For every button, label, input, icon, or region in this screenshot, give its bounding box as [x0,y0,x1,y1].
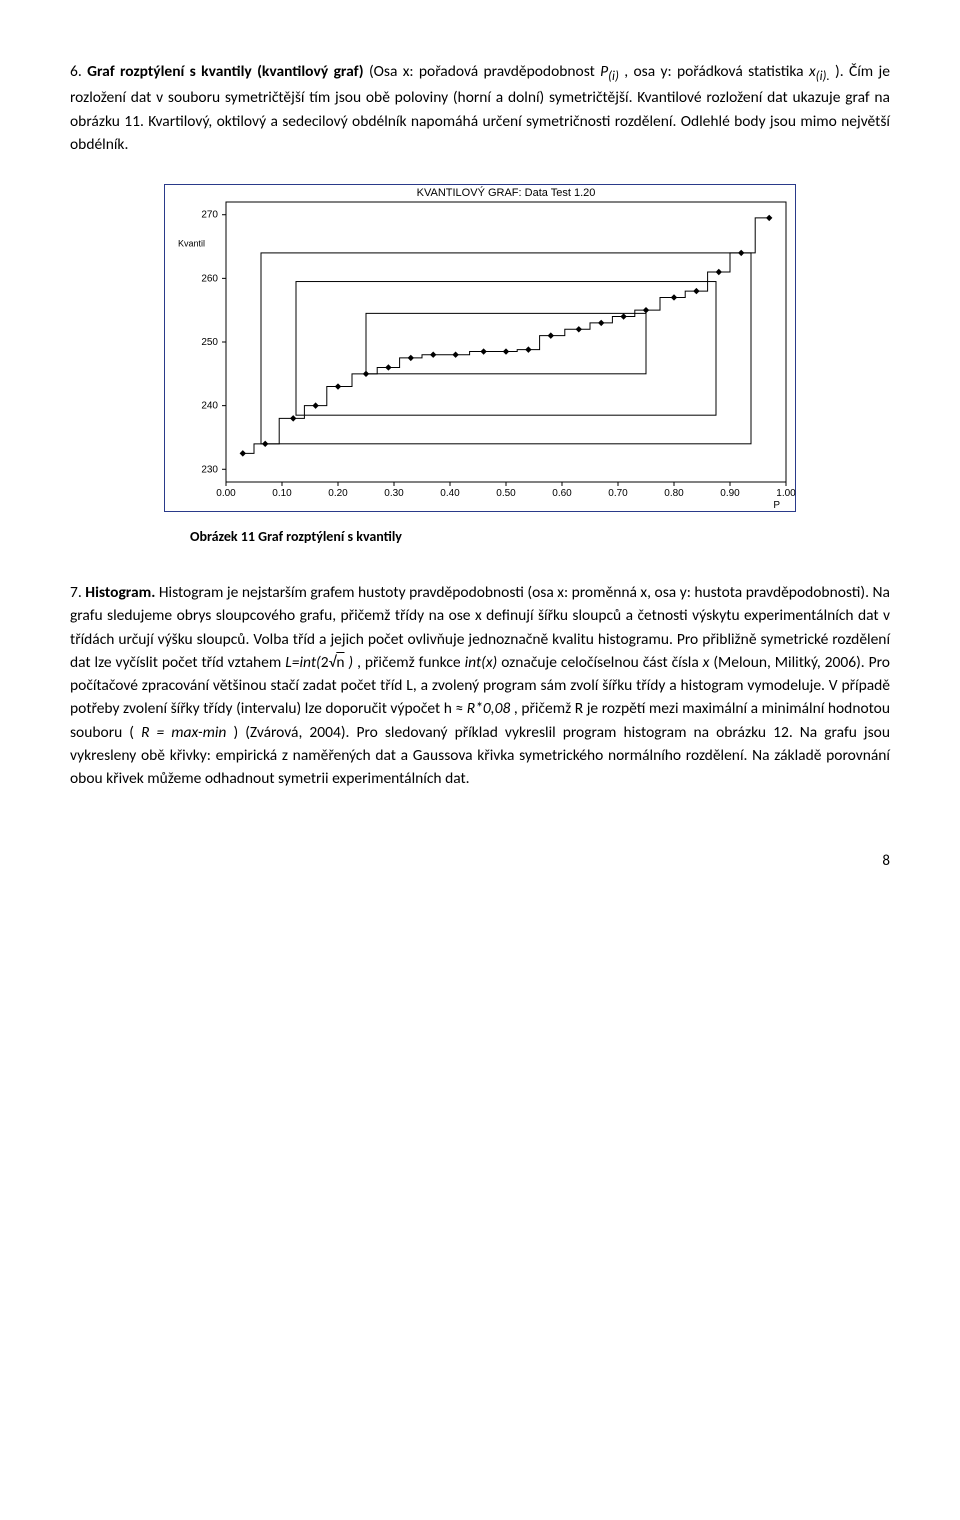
svg-text:0.20: 0.20 [328,488,348,499]
svg-text:0.00: 0.00 [216,488,236,499]
svg-text:Kvantil: Kvantil [178,239,205,249]
svg-text:250: 250 [201,337,218,348]
section-6: 6. Graf rozptýlení s kvantily (kvantilov… [70,60,890,156]
quantile-chart-svg: KVANTILOVÝ GRAF: Data Test 1.20 230 240 250… [164,184,796,512]
section-7-title: Histogram. [85,583,155,602]
sec6-t2: , osa y: pořádková statistika [624,62,809,81]
sec7-2: 2 [321,653,329,672]
page-number: 8 [70,850,890,873]
svg-text:0.50: 0.50 [496,488,516,499]
svg-text:0.90: 0.90 [720,488,740,499]
svg-text:260: 260 [201,274,218,285]
svg-text:270: 270 [201,210,218,221]
section-6-title: Graf rozptýlení s kvantily (kvantilový g… [87,62,364,81]
figure-caption: Obrázek 11 Graf rozptýlení s kvantily [190,526,890,547]
svg-text:240: 240 [201,401,218,412]
svg-text:0.70: 0.70 [608,488,628,499]
section-7-number: 7. [70,583,82,602]
sec7-L: L=int( [285,653,321,672]
sec7-intx: int(x) [465,653,498,672]
quantile-chart: KVANTILOVÝ GRAF: Data Test 1.20 230 240 250… [70,184,890,512]
sqrt-symbol: √ [329,651,337,674]
svg-text:0.80: 0.80 [664,488,684,499]
section-7: 7. Histogram. Histogram je nejstarším gr… [70,581,890,790]
sec6-t1: (Osa x: pořadová pravděpodobnost [369,62,600,81]
svg-text:0.60: 0.60 [552,488,572,499]
sec7-b3: označuje celočíselnou část čísla [501,653,702,672]
sec6-Psub: (i) [608,69,619,84]
sec7-b2: , přičemž funkce [357,653,465,672]
section-6-number: 6. [70,62,82,81]
svg-text:1.00: 1.00 [776,488,796,499]
sec7-close: ) [344,653,353,672]
svg-text:0.30: 0.30 [384,488,404,499]
sec6-x: x [809,62,816,81]
svg-text:230: 230 [201,464,218,475]
sec7-rmm: R = max-min [141,723,226,742]
svg-text:0.40: 0.40 [440,488,460,499]
svg-text:P: P [773,500,780,511]
sec7-xit: x [703,653,710,672]
svg-text:KVANTILOVÝ GRAF: Data Test 1.2: KVANTILOVÝ GRAF: Data Test 1.20 [417,186,596,199]
sec6-P: P [600,62,608,81]
sec6-xsub: (i). [816,69,830,84]
svg-text:0.10: 0.10 [272,488,292,499]
sec7-r008: R*0,08 [467,699,511,718]
